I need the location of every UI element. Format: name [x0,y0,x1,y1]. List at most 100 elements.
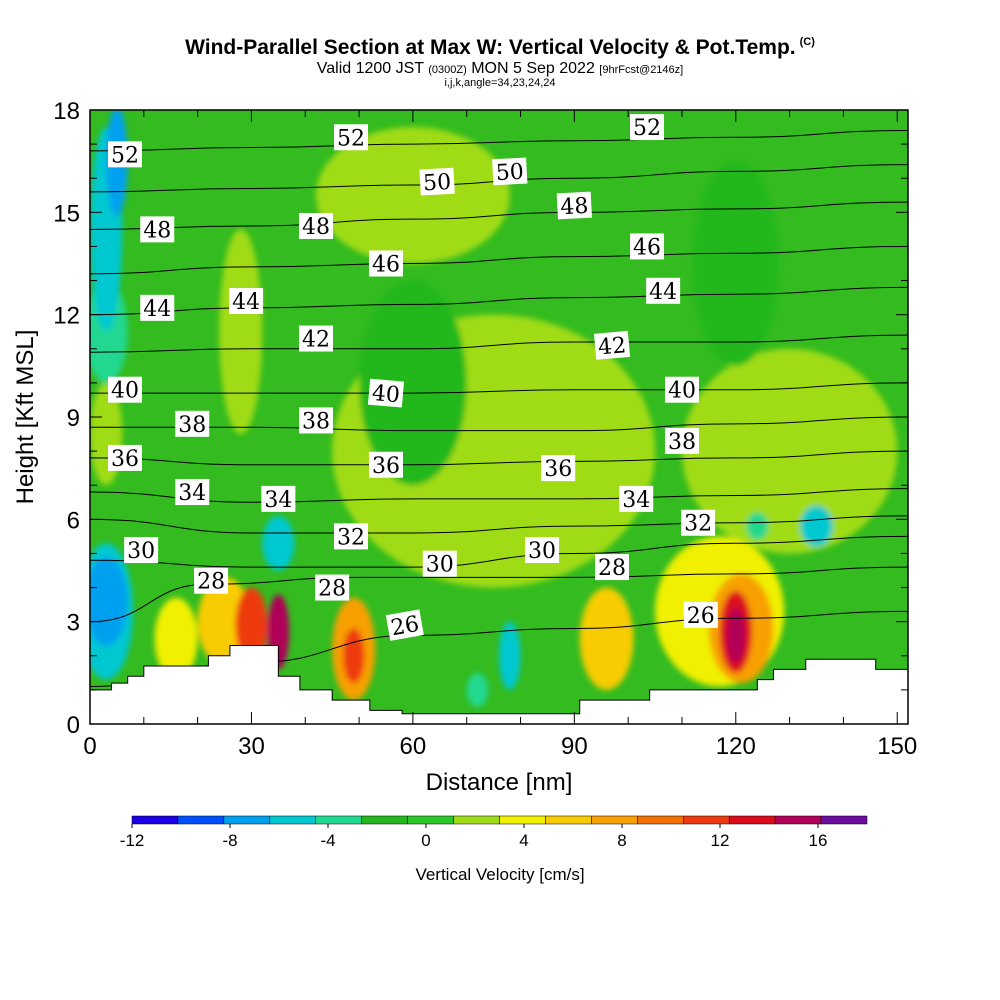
y-axis-label: Height [Kft MSL] [12,330,39,505]
colorbar-swatch-1 [177,815,225,825]
isentrope-32 [90,515,908,534]
colorbar-tick-4: 4 [519,831,528,850]
vv-cell-20 [90,556,128,646]
valid-utc: (0300Z) [428,64,467,76]
isentrope-label-text: 48 [560,194,589,220]
isentrope-label-1: 52 [334,124,369,151]
isentrope-label-text: 28 [318,577,346,602]
x-tick-label-2: 60 [400,733,427,760]
isentrope-label-5: 48 [140,216,175,243]
isentrope-label-20: 38 [664,427,699,455]
isentrope-label-text: 34 [264,488,292,513]
colorbar-swatch-7 [453,815,500,825]
isentrope-contours [90,129,908,687]
colorbar-swatch-10 [591,815,638,825]
y-tick-label-0: 0 [67,712,80,739]
y-tick-label-6: 18 [53,98,80,125]
vv-cell-18 [579,587,634,690]
isentrope-label-7: 48 [556,191,592,220]
valid-date: MON 5 Sep 2022 [471,60,595,77]
isentrope-label-text: 32 [684,512,712,537]
isentrope-label-text: 52 [337,126,365,151]
isentrope-label-2: 52 [629,114,664,141]
isentrope-label-29: 30 [124,537,159,564]
isentrope-label-text: 40 [111,379,139,404]
isentrope-label-24: 34 [175,479,210,506]
isentrope-label-text: 48 [143,218,171,243]
isentrope-label-31: 30 [525,537,560,564]
colorbar-swatch-14 [774,815,822,825]
isentrope-label-36: 26 [683,601,718,629]
colorbar-tick-1: -8 [222,831,237,850]
isentrope-label-25: 34 [261,485,296,513]
y-tick-label-1: 3 [67,610,80,637]
isentrope-label-text: 30 [127,539,155,564]
isentrope-label-10: 44 [140,294,175,322]
vv-cell-27 [727,608,745,663]
y-tick-label-4: 12 [53,303,80,330]
isentrope-42 [90,334,908,353]
isentrope-label-18: 38 [175,410,210,438]
isentrope-label-text: 52 [111,143,139,168]
colorbar-swatch-3 [269,815,316,825]
isentrope-label-26: 34 [619,485,654,513]
isentrope-40 [90,382,908,394]
section-params: i,j,k,angle=34,23,24,24 [444,77,556,89]
isentrope-38 [90,416,908,432]
isentrope-label-text: 52 [633,116,661,141]
colorbar-swatch-8 [499,815,546,825]
y-tick-label-2: 6 [67,507,80,534]
colorbar-swatch-2 [223,815,271,825]
colorbar-swatch-15 [820,815,868,825]
chart-subtitle: Valid 1200 JST (0300Z) MON 5 Sep 2022 [9… [0,60,1000,78]
x-axis: 0 30 60 90 120 150 [83,110,917,760]
isentrope-label-text: 48 [302,215,330,240]
forecast-info: [9hrFcst@2146z] [599,64,684,76]
colorbar-swatch-13 [728,815,776,825]
isentrope-label-text: 36 [372,454,400,479]
vv-cell-6 [466,672,489,707]
terrain-mask [90,645,908,724]
isentrope-34 [90,488,908,503]
isentrope-label-35: 26 [385,609,424,641]
vv-cell-1 [681,348,898,554]
colorbar-swatch-4 [315,815,362,825]
isentrope-label-text: 40 [668,379,696,404]
isentrope-label-3: 50 [419,167,455,196]
isentrope-label-text: 50 [495,160,524,186]
vv-cell-16 [499,621,521,690]
isentrope-30 [90,535,908,568]
vv-cell-2 [219,229,263,435]
isentrope-label-30: 30 [422,550,457,578]
colorbar-tick-2: -4 [320,831,335,850]
colorbar-swatch-0 [131,815,179,825]
isentrope-label-text: 30 [528,539,556,564]
isentrope-label-text: 50 [423,170,452,196]
vv-cell-23 [235,587,268,663]
isentrope-label-16: 40 [367,378,405,408]
isentrope-label-text: 46 [633,235,661,260]
isentrope-36 [90,450,908,466]
vv-cell-12 [800,505,833,547]
colorbar-swatch-12 [683,815,730,825]
colorbar-tick-5: 8 [617,831,626,850]
isentrope-label-8: 46 [368,250,403,278]
y-tick-label-3: 9 [67,405,80,432]
isentrope-label-11: 44 [229,288,264,315]
isentrope-label-text: 28 [598,556,626,581]
vv-cell-11 [262,515,295,571]
isentrope-label-text: 42 [597,333,627,360]
colorbar: -12 -8 -4 0 4 8 12 16 [120,815,868,850]
vv-cell-13 [154,597,198,680]
plot-area: 52 52 52 50 50 48 48 48 46 46 44 44 44 42 42 40 40 40 38 38… [90,110,908,724]
vv-cell-3 [359,280,467,486]
colorbar-swatch-9 [545,815,592,825]
isentrope-label-text: 40 [371,381,401,408]
x-axis-label: Distance [nm] [426,769,573,796]
isentrope-label-text: 36 [544,457,572,482]
x-tick-label-0: 0 [83,733,96,760]
isentrope-label-28: 32 [681,509,716,537]
isentrope-label-text: 38 [178,413,206,438]
